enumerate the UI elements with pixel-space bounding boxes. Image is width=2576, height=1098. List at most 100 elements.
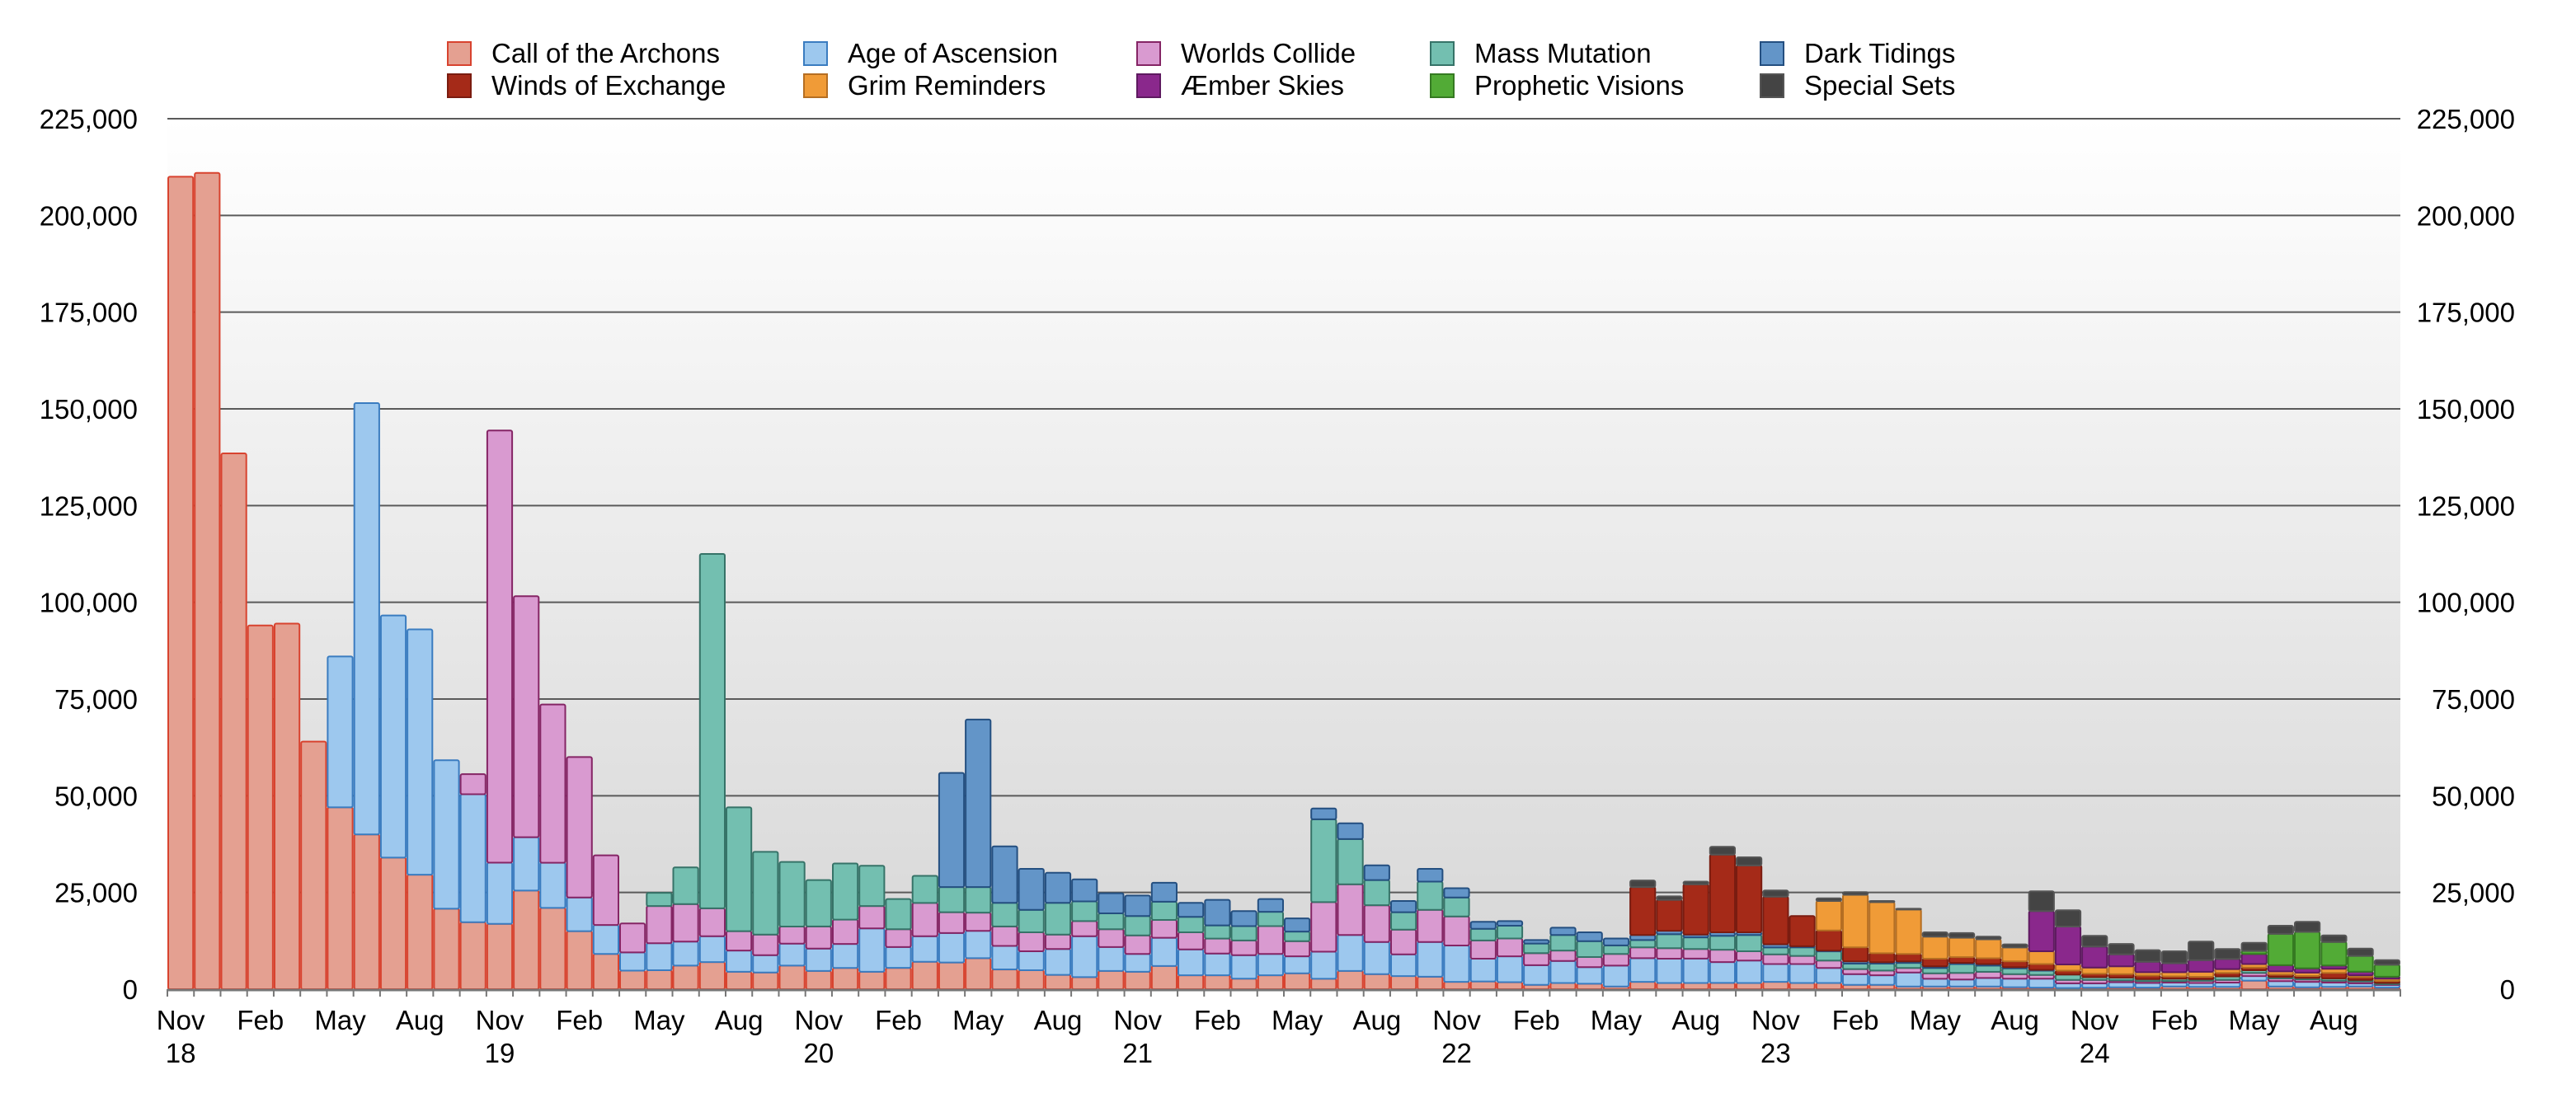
bar-segment: [1656, 933, 1683, 950]
bar-segment: [1549, 927, 1577, 936]
bar-segment: [832, 862, 859, 921]
bar-segment: [1044, 902, 1072, 936]
bar-segment: [1815, 967, 1843, 984]
bar-segment: [726, 970, 753, 991]
bar-stack: [407, 628, 434, 990]
y-tick-label-left: 75,000: [54, 684, 138, 715]
bar-segment: [1895, 908, 1922, 955]
x-tick-label-month: Aug: [1352, 1005, 1401, 1035]
y-tick-label-left: 100,000: [40, 588, 138, 618]
bar-segment: [1682, 948, 1709, 960]
x-tick-label-year: 19: [485, 1038, 515, 1068]
bar-segment: [2081, 946, 2108, 969]
bar-segment: [1842, 894, 1869, 949]
bar-segment: [247, 624, 274, 990]
bar-segment: [1071, 976, 1098, 990]
x-tick-label-month: Nov: [1751, 1005, 1800, 1035]
bar-segment: [1363, 879, 1390, 907]
bar-segment: [938, 886, 966, 913]
bar-segment: [1124, 970, 1151, 991]
x-tick-label-month: Aug: [715, 1005, 764, 1035]
bar-segment: [1469, 921, 1497, 930]
bar-stack: [672, 866, 699, 991]
bar-stack: [1124, 894, 1151, 991]
bar-stack: [2108, 943, 2135, 990]
bar-segment: [752, 933, 779, 956]
x-tick-label-month: Nov: [794, 1005, 843, 1035]
bar-segment: [1975, 964, 2002, 973]
bar-segment: [672, 941, 699, 967]
bar-segment: [1709, 961, 1737, 984]
bar-segment: [619, 969, 646, 990]
bar-segment: [778, 942, 806, 967]
x-tick-label-month: Aug: [1671, 1005, 1720, 1035]
x-tick-label-month: Aug: [2310, 1005, 2358, 1035]
bar-segment: [539, 907, 566, 991]
bar-segment: [1363, 973, 1390, 990]
bar-stack: [1709, 846, 1737, 990]
bar-segment: [1230, 925, 1257, 941]
bar-segment: [2240, 941, 2268, 952]
bar-segment: [1390, 928, 1417, 955]
x-tick-label-year: 24: [2080, 1038, 2110, 1068]
bar-segment: [1337, 934, 1364, 972]
bar-stack: [194, 171, 221, 990]
bar-stack: [619, 922, 646, 990]
bar-segment: [592, 953, 619, 991]
legend-item-aember-skies: Æmber Skies: [1136, 70, 1345, 101]
bar-segment: [2160, 962, 2188, 974]
bar-segment: [991, 969, 1018, 990]
x-tick-label-month: May: [1591, 1005, 1643, 1035]
bar-segment: [2373, 959, 2401, 966]
bar-segment: [1230, 910, 1257, 927]
bar-stack: [2001, 943, 2028, 990]
y-tick-label-left: 25,000: [54, 878, 138, 908]
bar-segment: [1656, 947, 1683, 960]
bar-segment: [1921, 931, 1948, 938]
legend-label: Prophetic Visions: [1474, 70, 1685, 101]
bar-segment: [698, 907, 726, 937]
bar-segment: [300, 740, 327, 990]
legend-label: Mass Mutation: [1474, 38, 1652, 68]
bar-segment: [1496, 937, 1524, 958]
bar-stack: [1098, 892, 1125, 991]
bar-segment: [752, 954, 779, 974]
bar-segment: [1257, 911, 1285, 927]
bar-segment: [1736, 960, 1763, 984]
bar-segment: [2054, 964, 2082, 972]
bar-stack: [1044, 871, 1072, 990]
bar-segment: [1443, 945, 1470, 983]
bar-segment: [1310, 978, 1337, 991]
bar-segment: [2108, 965, 2135, 975]
x-tick-label-month: Nov: [2071, 1005, 2119, 1035]
bar-segment: [1682, 880, 1709, 885]
bar-stack: [2134, 949, 2161, 990]
bar-stack: [858, 865, 886, 991]
bar-segment: [2028, 978, 2055, 989]
bar-stack: [1656, 895, 1683, 990]
bar-stack: [1842, 891, 1869, 991]
bar-segment: [1284, 931, 1311, 942]
bar-stack: [1150, 881, 1178, 991]
bar-segment: [646, 905, 673, 945]
bar-segment: [1018, 969, 1045, 990]
bar-segment: [672, 903, 699, 943]
bar-segment: [858, 970, 886, 991]
bar-stack: [1071, 878, 1098, 990]
bar-segment: [194, 171, 221, 990]
bar-segment: [1576, 956, 1603, 969]
bar-segment: [1629, 886, 1657, 936]
x-tick-label-month: Aug: [1034, 1005, 1083, 1035]
x-tick-label-month: Feb: [875, 1005, 922, 1035]
bar-stack: [2267, 925, 2295, 990]
bar-segment: [1709, 853, 1737, 933]
bar-segment: [911, 875, 938, 904]
bar-stack: [965, 718, 992, 990]
bar-segment: [1523, 964, 1550, 986]
x-tick-label-month: May: [633, 1005, 685, 1035]
bar-segment: [1178, 948, 1205, 977]
legend-label: Æmber Skies: [1181, 70, 1345, 101]
bar-segment: [1098, 969, 1125, 991]
bar-segment: [1496, 920, 1524, 927]
bar-segment: [672, 866, 699, 905]
